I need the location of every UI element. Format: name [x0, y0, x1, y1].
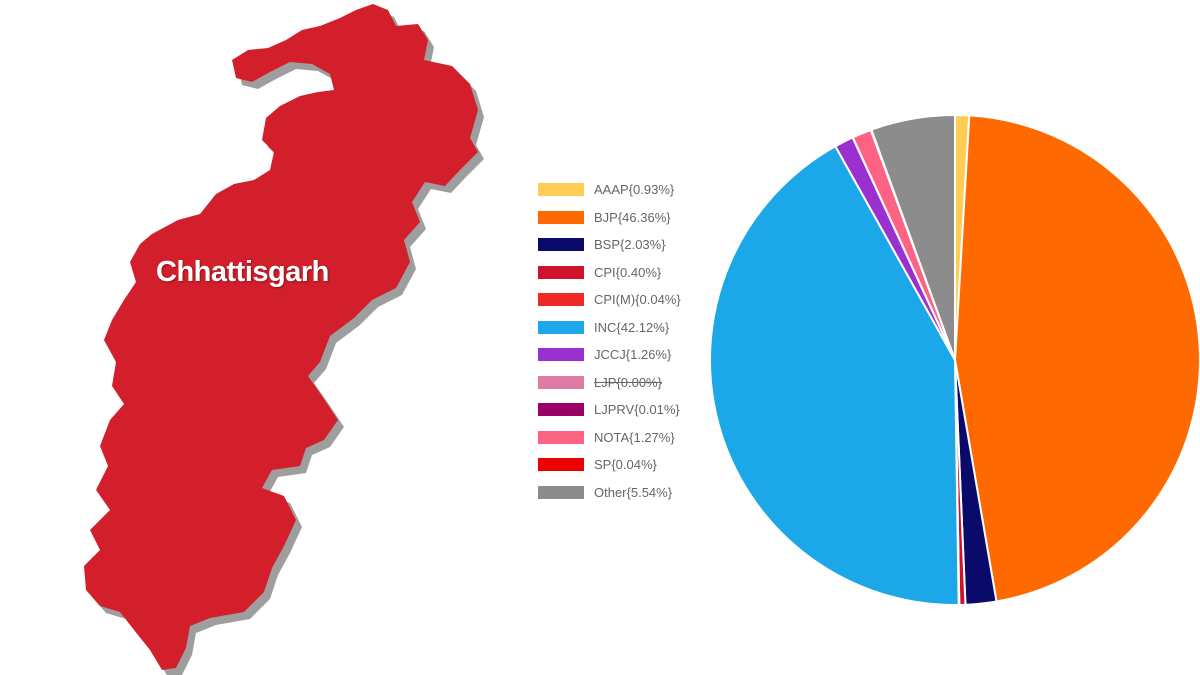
legend-label: NOTA{1.27%}: [594, 429, 675, 445]
state-shape: [84, 4, 478, 670]
legend-label: BJP{46.36%}: [594, 209, 671, 225]
legend-item-ljprv[interactable]: LJPRV{0.01%}: [538, 396, 681, 424]
legend-label: CPI{0.40%}: [594, 264, 662, 280]
legend-swatch: [538, 320, 584, 334]
legend-item-ljp[interactable]: LJP{0.00%}: [538, 369, 681, 397]
legend-swatch: [538, 485, 584, 499]
legend-item-bsp[interactable]: BSP{2.03%}: [538, 231, 681, 259]
legend-label: AAAP{0.93%}: [594, 182, 675, 198]
legend-swatch: [538, 348, 584, 362]
legend-label: INC{42.12%}: [594, 319, 670, 335]
legend-item-nota[interactable]: NOTA{1.27%}: [538, 424, 681, 452]
legend-swatch: [538, 430, 584, 444]
chhattisgarh-map: Chhattisgarh: [0, 0, 520, 675]
legend-item-sp[interactable]: SP{0.04%}: [538, 451, 681, 479]
map-state-label: Chhattisgarh: [156, 256, 329, 288]
legend-label: BSP{2.03%}: [594, 237, 666, 253]
legend-item-bjp[interactable]: BJP{46.36%}: [538, 204, 681, 232]
legend-swatch: [538, 210, 584, 224]
legend-label: LJPRV{0.01%}: [594, 402, 680, 418]
legend-item-aaap[interactable]: AAAP{0.93%}: [538, 176, 681, 204]
pie-chart: [700, 105, 1200, 615]
legend-label: SP{0.04%}: [594, 457, 657, 473]
legend-item-other[interactable]: Other{5.54%}: [538, 479, 681, 507]
legend-item-cpi-m[interactable]: CPI(M){0.04%}: [538, 286, 681, 314]
pie-slice-inc[interactable]: [709, 144, 960, 606]
legend-item-cpi[interactable]: CPI{0.40%}: [538, 259, 681, 287]
legend-label: JCCJ{1.26%}: [594, 347, 672, 363]
legend-swatch: [538, 183, 584, 197]
legend-label: CPI(M){0.04%}: [594, 292, 681, 308]
legend-item-inc[interactable]: INC{42.12%}: [538, 314, 681, 342]
pie-slice-bjp[interactable]: [953, 114, 1200, 603]
legend-label: Other{5.54%}: [594, 484, 673, 500]
legend-swatch: [538, 458, 584, 472]
pie-slice-other[interactable]: [870, 113, 956, 361]
state-outline-map: [84, 4, 484, 675]
pie-chart-svg: [709, 113, 1200, 606]
legend-label: LJP{0.00%}: [594, 374, 662, 390]
legend-swatch: [538, 375, 584, 389]
legend-swatch: [538, 238, 584, 252]
legend-swatch: [538, 265, 584, 279]
chart-legend: AAAP{0.93%} BJP{46.36%} BSP{2.03%} CPI{0.40…: [538, 176, 681, 506]
legend-swatch: [538, 293, 584, 307]
legend-swatch: [538, 403, 584, 417]
legend-item-jccj[interactable]: JCCJ{1.26%}: [538, 341, 681, 369]
